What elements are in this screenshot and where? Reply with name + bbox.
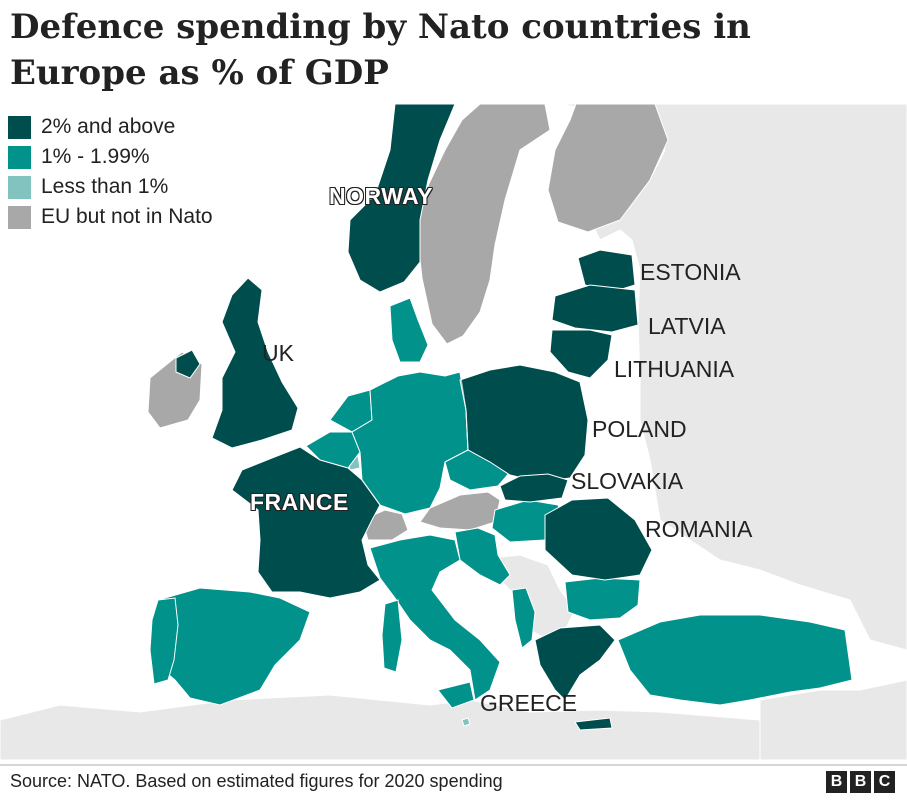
crete (574, 717, 613, 731)
northern-ireland (175, 349, 201, 379)
europe-map (0, 104, 907, 760)
slovenia-croatia (454, 527, 511, 586)
estonia (577, 249, 636, 293)
border-france-germany (361, 479, 381, 506)
bbc-logo: B B C (826, 771, 895, 793)
bbc-logo-letter: C (874, 771, 895, 793)
germany (351, 371, 469, 515)
iceland-denmark (389, 297, 429, 363)
lithuania (549, 329, 613, 379)
legend-item-1-to-199pct: 1% - 1.99% (8, 142, 213, 172)
finland (547, 104, 669, 233)
middle-east (759, 679, 907, 760)
turkey (617, 614, 853, 706)
legend-swatch (8, 115, 31, 139)
label-romania: ROMANIA (645, 516, 753, 542)
norway (347, 104, 456, 293)
italy (369, 534, 501, 701)
spain (155, 587, 311, 706)
label-latvia: LATVIA (648, 313, 726, 339)
legend-swatch (8, 175, 31, 199)
legend-item-less-than-1pct: Less than 1% (8, 172, 213, 202)
label-france: FRANCE (250, 489, 349, 515)
label-poland: POLAND (592, 416, 687, 442)
label-slovakia: SLOVAKIA (571, 468, 684, 494)
sardinia-corsica (381, 599, 403, 673)
legend-label: Less than 1% (41, 175, 169, 198)
legend-label: 1% - 1.99% (41, 145, 150, 168)
france (231, 446, 381, 599)
malta (461, 717, 471, 727)
uk (211, 277, 299, 449)
slovakia (499, 473, 569, 503)
source-note: Source: NATO. Based on estimated figures… (10, 771, 503, 791)
label-estonia: ESTONIA (640, 259, 741, 285)
footer-divider (0, 764, 907, 766)
north-africa (0, 694, 907, 760)
bbc-logo-letter: B (850, 771, 871, 793)
legend: 2% and above 1% - 1.99% Less than 1% EU … (8, 112, 213, 232)
border-germany-poland (459, 371, 469, 451)
label-norway: NORWAY (329, 183, 433, 209)
legend-item-eu-not-nato: EU but not in Nato (8, 202, 213, 232)
albania-montenegro (511, 587, 536, 649)
portugal (149, 597, 179, 685)
poland (459, 364, 589, 483)
legend-swatch (8, 145, 31, 169)
legend-label: 2% and above (41, 115, 176, 138)
label-lithuania: LITHUANIA (614, 356, 735, 382)
legend-label: EU but not in Nato (41, 205, 213, 228)
greece (534, 624, 616, 701)
legend-item-2pct-and-above: 2% and above (8, 112, 213, 142)
romania (544, 497, 653, 581)
sicily (437, 681, 475, 709)
latvia (551, 284, 639, 333)
legend-swatch (8, 205, 31, 229)
bbc-logo-letter: B (826, 771, 847, 793)
label-uk: UK (262, 340, 294, 366)
sweden (416, 104, 551, 345)
chart-title: Defence spending by Nato countries in Eu… (10, 7, 751, 93)
label-greece: GREECE (480, 690, 578, 716)
